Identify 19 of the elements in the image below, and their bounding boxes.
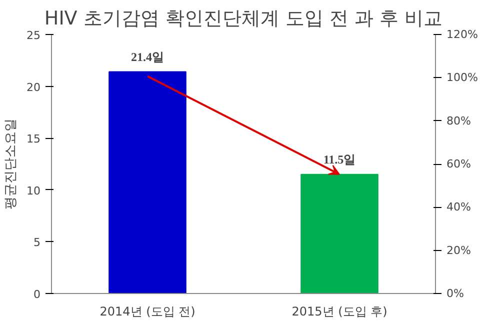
y-tick-label: 5 bbox=[34, 236, 40, 250]
x-tick-label: 2014년 (도입 전) bbox=[100, 304, 196, 318]
data-label: 11.5일 bbox=[323, 152, 356, 166]
x-tick-label: 2015년 (도입 후) bbox=[292, 304, 388, 318]
y2-tick-label: 0% bbox=[446, 287, 464, 300]
chart-title: HIV 초기감염 확인진단체계 도입 전 과 후 비교 bbox=[44, 8, 443, 30]
y-tick-label: 10 bbox=[26, 184, 41, 198]
y2-tick-label: 40% bbox=[446, 200, 471, 214]
y-axis-title: 평균진단소요일 bbox=[4, 118, 19, 210]
y2-tick-label: 20% bbox=[446, 244, 471, 257]
y2-tick-label: 100% bbox=[446, 71, 478, 84]
y-tick-label: 0 bbox=[34, 288, 40, 301]
y-tick-label: 15 bbox=[26, 132, 41, 146]
y-tick-label: 20 bbox=[26, 80, 41, 94]
y2-tick-label: 80% bbox=[446, 114, 471, 128]
data-label: 21.4일 bbox=[131, 50, 164, 64]
y-tick-label: 25 bbox=[26, 29, 41, 42]
y2-tick-label: 120% bbox=[446, 28, 478, 41]
y2-tick-label: 60% bbox=[446, 158, 471, 170]
